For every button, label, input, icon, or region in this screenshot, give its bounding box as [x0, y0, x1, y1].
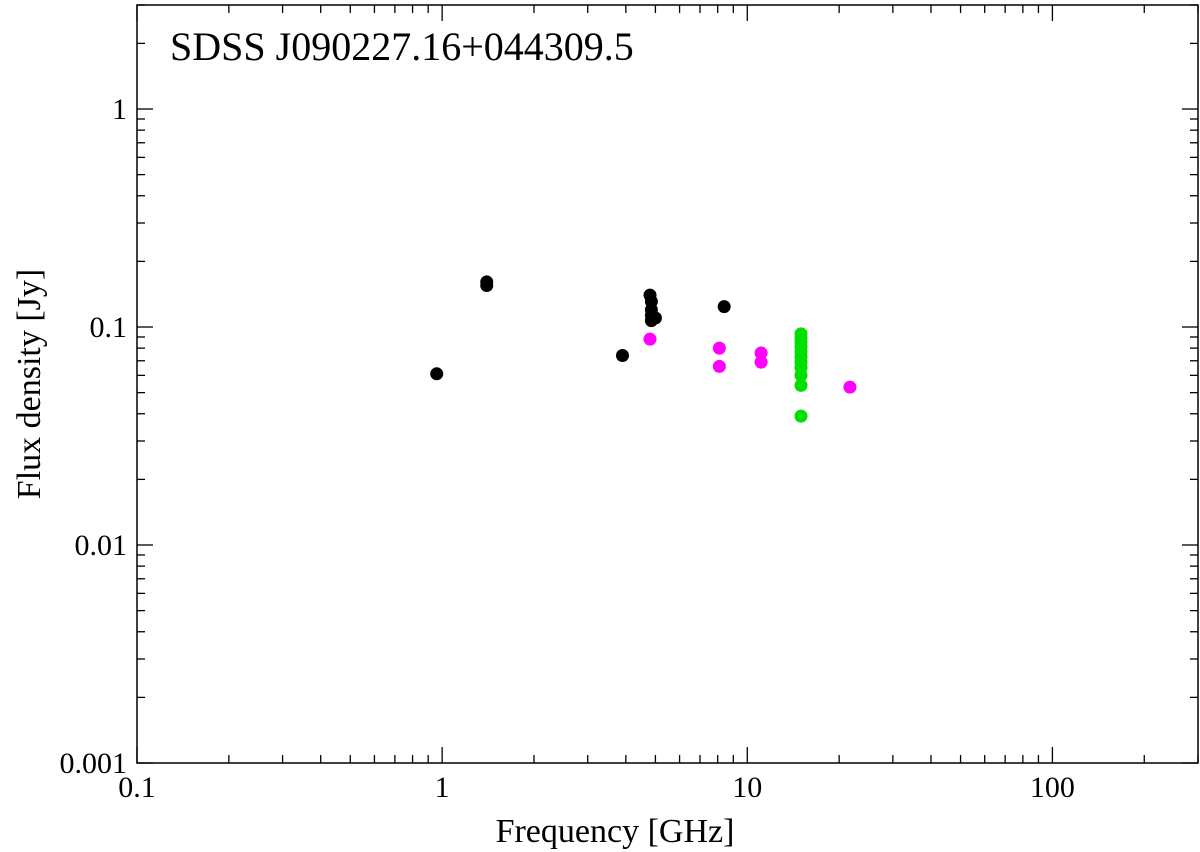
x-axis-label: Frequency [GHz]	[496, 813, 735, 850]
x-tick-label: 0.1	[118, 771, 156, 804]
data-point	[615, 349, 629, 363]
data-point	[717, 300, 731, 314]
data-point	[843, 380, 857, 394]
y-tick-label: 0.001	[60, 747, 128, 780]
tick-marks	[136, 4, 1199, 764]
data-point	[712, 359, 726, 373]
data-point	[430, 367, 444, 381]
data-point	[794, 378, 808, 392]
data-point	[794, 409, 808, 423]
y-tick-label: 0.1	[90, 311, 128, 344]
x-tick-label: 100	[1030, 771, 1075, 804]
y-tick-label: 1	[112, 93, 127, 126]
data-point	[754, 355, 768, 369]
data-point	[712, 341, 726, 355]
chart-title: SDSS J090227.16+044309.5	[170, 24, 634, 69]
data-point	[643, 332, 657, 346]
plot-frame	[136, 4, 1199, 764]
y-tick-label: 0.01	[75, 529, 128, 562]
data-point	[480, 275, 494, 289]
data-point	[754, 346, 768, 360]
data-point	[794, 368, 808, 382]
x-tick-label: 10	[732, 771, 762, 804]
data-point	[648, 311, 662, 325]
x-tick-labels: 0.1 1 10 100	[118, 771, 1075, 804]
data-points	[430, 275, 857, 423]
y-axis-label: Flux density [Jy]	[11, 269, 48, 499]
x-tick-label: 1	[435, 771, 450, 804]
y-tick-labels: 0.001 0.01 0.1 1	[60, 93, 128, 780]
